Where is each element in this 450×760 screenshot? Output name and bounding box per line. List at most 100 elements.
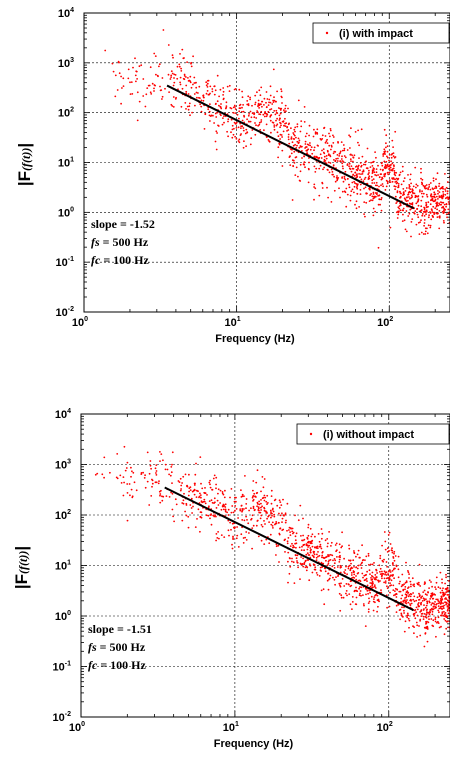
data-point (122, 494, 125, 497)
data-point (379, 554, 382, 557)
data-point (438, 185, 440, 188)
data-point (415, 183, 418, 186)
data-point (357, 549, 360, 552)
data-point (392, 146, 394, 149)
data-point (425, 210, 428, 213)
data-point (260, 514, 263, 517)
data-point (438, 611, 440, 614)
data-point (277, 135, 280, 138)
y-tick-label: 101 (58, 157, 74, 170)
data-point (409, 191, 412, 194)
data-point (133, 481, 136, 484)
data-point (239, 509, 242, 512)
data-point (302, 517, 304, 520)
data-point (373, 171, 376, 174)
data-point (176, 77, 179, 80)
legend-marker (325, 31, 329, 35)
data-point (167, 73, 170, 76)
data-point (169, 474, 172, 477)
data-point (251, 527, 254, 529)
data-point (367, 554, 370, 557)
data-point (219, 88, 222, 91)
data-point (385, 571, 387, 574)
y-tick-label: 10-2 (53, 711, 72, 724)
data-point (277, 544, 280, 547)
data-point (346, 573, 348, 576)
data-point (424, 233, 427, 235)
data-point (335, 576, 337, 578)
data-point (410, 585, 412, 588)
legend-label: (i) without impact (323, 429, 414, 441)
data-point (296, 561, 299, 564)
data-point (341, 165, 344, 168)
data-point (393, 552, 395, 555)
data-point (173, 520, 176, 523)
data-point (338, 556, 340, 558)
data-point (290, 127, 292, 130)
data-point (383, 152, 386, 154)
data-point (448, 203, 450, 205)
fit-line (164, 486, 415, 612)
data-point (420, 209, 422, 212)
data-point (349, 569, 352, 571)
data-point (403, 583, 405, 586)
data-point (445, 627, 448, 630)
data-point (373, 596, 376, 598)
data-point (392, 177, 395, 179)
data-point (216, 499, 219, 502)
data-point (380, 575, 383, 578)
data-point (302, 544, 305, 546)
data-point (425, 184, 428, 186)
data-point (289, 545, 292, 547)
data-point (437, 605, 440, 607)
data-point (372, 609, 375, 612)
data-point (162, 29, 165, 31)
data-point (225, 101, 228, 104)
data-point (303, 161, 306, 164)
data-point (153, 52, 156, 55)
data-point (378, 176, 381, 179)
data-point (302, 565, 305, 568)
data-point (400, 612, 403, 615)
data-point (120, 102, 122, 105)
data-point (397, 576, 400, 579)
data-point (269, 533, 272, 536)
data-point (182, 499, 185, 502)
data-point (198, 496, 200, 499)
y-tick-label: 104 (55, 408, 71, 421)
data-point (211, 90, 214, 93)
data-point (284, 521, 287, 524)
data-point (404, 599, 406, 601)
data-point (134, 57, 136, 60)
data-point (190, 65, 193, 68)
data-point (272, 68, 275, 71)
data-point (338, 155, 341, 157)
data-point (307, 144, 310, 146)
data-point (218, 537, 220, 540)
data-point (172, 96, 175, 98)
data-point (159, 89, 162, 92)
data-point (368, 569, 371, 572)
data-point (298, 146, 301, 149)
data-point (161, 98, 163, 100)
data-point (410, 182, 412, 185)
data-point (101, 473, 104, 476)
data-point (240, 504, 243, 507)
data-point (327, 562, 330, 565)
data-point (444, 598, 446, 600)
data-point (273, 96, 275, 99)
data-point (209, 483, 211, 486)
data-point (410, 602, 413, 605)
data-point (254, 103, 256, 106)
data-point (262, 486, 265, 489)
data-point (397, 186, 400, 189)
data-point (342, 144, 345, 146)
data-point (365, 593, 367, 596)
data-point (241, 106, 243, 109)
data-point (413, 614, 416, 617)
data-point (308, 168, 310, 171)
data-point (338, 561, 341, 563)
data-point (391, 177, 393, 180)
data-point (381, 177, 384, 180)
data-point (129, 494, 131, 497)
